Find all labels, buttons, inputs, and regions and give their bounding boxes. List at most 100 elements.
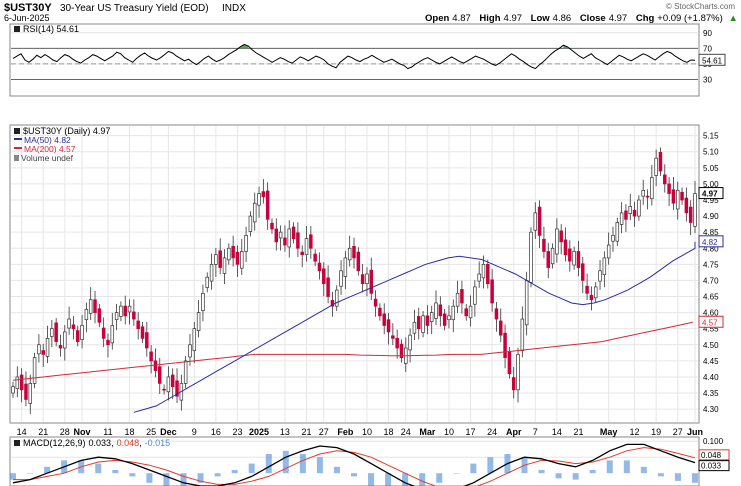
price-candle	[175, 380, 179, 397]
price-candle	[524, 280, 529, 326]
price-candle	[421, 315, 425, 333]
macd-histogram-bar	[282, 450, 289, 474]
price-candle	[67, 318, 71, 329]
price-candle	[585, 285, 589, 294]
exchange: INDX	[222, 3, 246, 14]
date-axis-label: 21	[573, 427, 583, 437]
macd-histogram-bar	[10, 473, 16, 480]
date-axis-label: 28	[60, 427, 70, 437]
header: $UST30Y 30-Year US Treasury Yield (EOD) …	[4, 2, 738, 24]
date-axis-label: 10	[444, 427, 454, 437]
date-axis-label: 24	[487, 427, 497, 437]
price-candle	[533, 212, 538, 231]
price-candle	[369, 269, 374, 294]
volume-legend-text: Volume undef	[21, 153, 74, 163]
price-candle	[637, 199, 641, 217]
macd-histogram-bar	[180, 473, 187, 486]
price-candle	[63, 331, 67, 349]
ma50-legend-text: MA(50) 4.82	[24, 135, 71, 145]
price-candle	[76, 330, 80, 342]
price-candle	[412, 321, 417, 334]
price-tick-label: 5.10	[703, 148, 719, 157]
price-candle	[192, 328, 197, 351]
macd-histogram-bar	[333, 466, 340, 474]
price-last-value-label: 4.82	[702, 238, 718, 247]
price-candle	[145, 332, 149, 349]
date-axis-label: 18	[384, 427, 394, 437]
date-axis-label: 17	[466, 427, 476, 437]
price-candle	[287, 228, 291, 248]
price-legend: $UST30Y (Daily) 4.97 MA(50) 4.82 MA(200)…	[14, 126, 110, 163]
price-candle	[330, 300, 335, 307]
date-axis-label: 16	[211, 427, 221, 437]
macd-legend-text: MACD(12,26,9) 0.033, 0.048, -0.015	[23, 438, 170, 448]
price-candle	[434, 302, 438, 319]
price-candle	[309, 234, 313, 249]
price-candle	[339, 270, 343, 287]
rsi-tick-label: 90	[703, 29, 712, 38]
date-axis-label: 23	[232, 427, 242, 437]
price-candle	[270, 222, 274, 230]
price-candle	[632, 209, 637, 217]
price-candle	[520, 318, 525, 351]
macd-histogram-bar	[248, 463, 255, 474]
price-candle	[373, 298, 378, 307]
price-candle	[654, 157, 658, 176]
price-tick-label: 4.60	[703, 309, 719, 318]
macd-histogram-bar	[163, 473, 170, 486]
macd-histogram-bar	[657, 473, 664, 477]
symbol: $UST30Y	[4, 2, 52, 14]
rsi-legend: RSI(14) 54.61	[14, 24, 79, 34]
price-candle	[490, 279, 494, 304]
price-candle	[188, 344, 192, 358]
price-last-value-box	[698, 235, 724, 248]
price-candle	[555, 228, 559, 255]
price-candle	[542, 238, 546, 252]
price-tick-label: 4.70	[703, 276, 719, 285]
price-candle	[438, 304, 443, 317]
price-candle	[214, 254, 218, 265]
macd-histogram-bar	[214, 473, 221, 477]
price-candle	[106, 339, 110, 346]
price-last-value-label: 4.97	[702, 190, 718, 199]
price-candle	[602, 257, 607, 275]
price-candle	[684, 197, 689, 214]
rsi-tick-label: 70	[703, 44, 712, 53]
price-candle	[162, 388, 166, 391]
price-candle	[101, 327, 106, 339]
price-candle	[460, 289, 464, 304]
price-candle	[572, 251, 576, 266]
price-candle	[606, 244, 611, 259]
ma200-legend-text: MA(200) 4.57	[24, 144, 76, 154]
price-candle	[391, 335, 395, 339]
price-candle	[477, 273, 481, 282]
price-candle	[464, 308, 468, 317]
price-candle	[11, 386, 15, 394]
price-candle	[378, 307, 382, 317]
price-candle	[468, 305, 473, 319]
date-axis-label: 11	[103, 427, 112, 437]
price-candle	[563, 239, 568, 256]
price-candle	[183, 360, 188, 384]
date-axis-label: Jun	[687, 427, 703, 437]
price-candle	[343, 257, 348, 277]
macd-histogram-bar	[112, 470, 119, 474]
price-tick-label: 4.45	[703, 357, 719, 366]
price-candle	[222, 257, 227, 274]
price-candle	[153, 360, 158, 371]
ma50-legend-swatch	[14, 138, 22, 140]
price-candle	[136, 320, 140, 330]
date-axis-label: 18	[125, 427, 135, 437]
macd-histogram-bar	[316, 457, 323, 474]
price-candle	[598, 270, 602, 282]
instrument-name: 30-Year US Treasury Yield (EOD)	[60, 3, 209, 14]
date-axis-label: 24	[401, 427, 411, 437]
price-candle	[313, 253, 317, 262]
price-candle	[576, 251, 581, 268]
price-candle	[615, 222, 620, 242]
macd-last-value-box	[698, 460, 730, 472]
price-candle	[593, 286, 598, 299]
macd-line	[12, 443, 696, 486]
price-candle	[252, 202, 257, 223]
macd-histogram-bar	[95, 463, 102, 474]
